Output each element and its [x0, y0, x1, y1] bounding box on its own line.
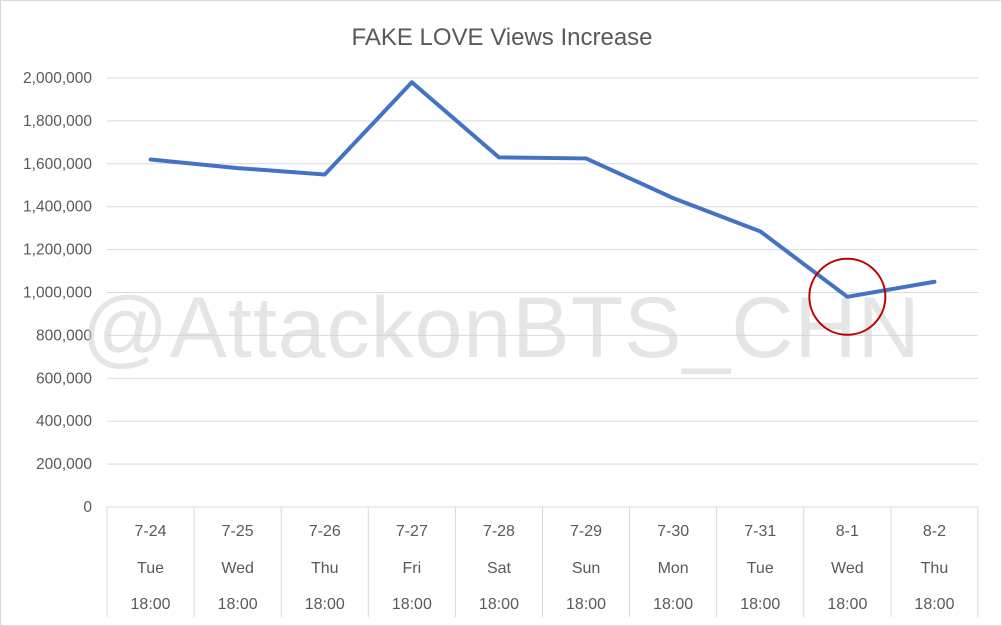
series-line: [148, 80, 937, 299]
series-layer: [148, 80, 937, 299]
y-tick-label: 200,000: [36, 456, 92, 473]
x-tick-label: 18:00: [392, 596, 432, 613]
x-tick-label: Fri: [403, 560, 422, 577]
x-axis-ticks: 7-24 Tue 18:00 7-25 Wed 18:00 7-26 Thu 18:00 7-27…: [131, 523, 955, 613]
x-tick-label: 7-28: [483, 523, 515, 540]
x-tick-label: 18:00: [479, 596, 519, 613]
x-tick-label: Tue: [137, 560, 164, 577]
y-axis-ticks: 0 200,000 400,000 600,000 800,000 1,000,000 1,…: [23, 70, 92, 516]
y-tick-label: 0: [83, 499, 92, 516]
y-tick-label: 1,000,000: [23, 285, 92, 302]
x-tick-label: Wed: [831, 560, 864, 577]
y-tick-label: 1,400,000: [23, 199, 92, 216]
y-tick-label: 1,600,000: [23, 156, 92, 173]
y-tick-label: 400,000: [36, 413, 92, 430]
x-tick-label: 7-25: [222, 523, 254, 540]
x-tick-label: 7-29: [570, 523, 602, 540]
x-tick-label: 18:00: [305, 596, 345, 613]
x-tick-label: 7-26: [309, 523, 341, 540]
x-tick-label: 18:00: [566, 596, 606, 613]
watermark: @AttackonBTS_CHN: [81, 280, 920, 376]
x-tick-label: 18:00: [218, 596, 258, 613]
x-tick-label: Thu: [311, 560, 339, 577]
highlight-circle: [808, 257, 887, 336]
x-tick-label: 7-30: [657, 523, 689, 540]
chart-title: FAKE LOVE Views Increase: [351, 24, 652, 51]
y-tick-label: 1,800,000: [23, 113, 92, 130]
x-tick-label: Thu: [921, 560, 949, 577]
y-tick-label: 600,000: [36, 370, 92, 387]
x-tick-label: Mon: [658, 560, 689, 577]
x-tick-label: 18:00: [827, 596, 867, 613]
x-tick-label: Wed: [221, 560, 254, 577]
x-tick-label: 8-2: [923, 523, 946, 540]
y-tick-label: 800,000: [36, 327, 92, 344]
gridlines: [106, 77, 979, 617]
x-tick-label: 18:00: [653, 596, 693, 613]
x-tick-label: 8-1: [836, 523, 859, 540]
x-tick-label: Sun: [572, 560, 600, 577]
x-tick-label: Tue: [747, 560, 774, 577]
x-tick-label: 18:00: [740, 596, 780, 613]
annotation-layer: [808, 257, 887, 336]
x-tick-label: 18:00: [914, 596, 954, 613]
x-tick-label: 7-31: [744, 523, 776, 540]
x-tick-label: 7-27: [396, 523, 428, 540]
x-tick-label: Sat: [487, 560, 512, 577]
x-tick-label: 18:00: [131, 596, 171, 613]
y-tick-label: 1,200,000: [23, 242, 92, 259]
x-tick-label: 7-24: [135, 523, 167, 540]
y-tick-label: 2,000,000: [23, 70, 92, 87]
